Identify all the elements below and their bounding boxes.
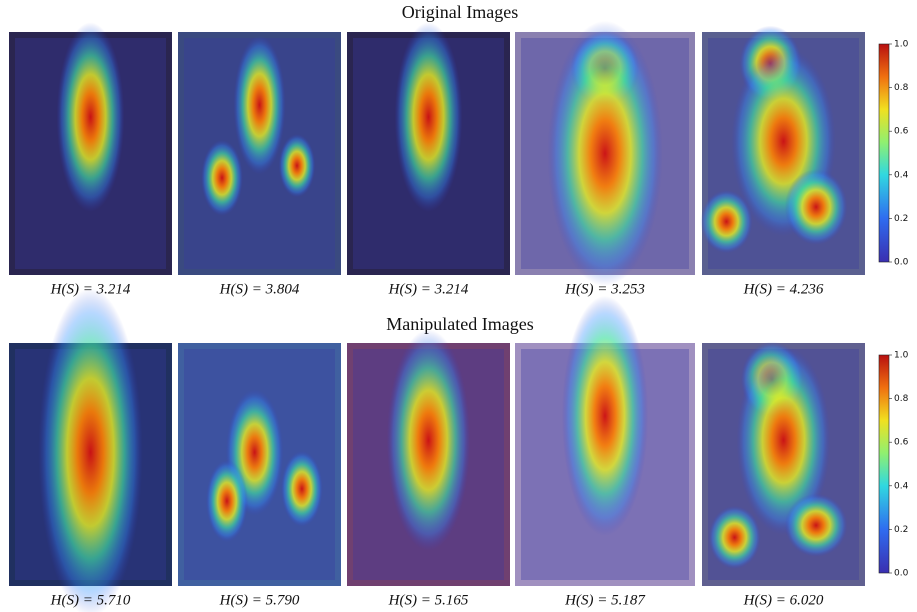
heatmap-blob — [561, 295, 649, 536]
colorbar-tick-label: 0.4 — [894, 481, 909, 491]
heatmap-blob — [206, 459, 248, 543]
colorbar-tick-label: 0.0 — [894, 258, 909, 268]
heatmap-blob — [201, 139, 243, 216]
heatmap-blob — [708, 505, 761, 569]
entropy-caption: H(S) = 4.236 — [743, 281, 824, 297]
colorbar-tick-label: 0.2 — [894, 525, 908, 535]
entropy-caption: H(S) = 3.253 — [564, 281, 645, 297]
entropy-caption: H(S) = 5.187 — [564, 592, 646, 608]
colorbar-tick-label: 0.0 — [894, 569, 909, 579]
entropy-caption: H(S) = 3.804 — [219, 281, 300, 297]
section-title: Manipulated Images — [386, 314, 533, 334]
entropy-caption: H(S) = 5.710 — [50, 592, 131, 608]
heatmap-blob — [56, 22, 125, 212]
colorbar — [878, 43, 890, 263]
heatmap-blob — [784, 493, 848, 557]
colorbar-tick-label: 0.6 — [894, 127, 909, 137]
heatmap-blob — [278, 134, 316, 198]
heatmap-blob — [547, 20, 663, 287]
colorbar-tick-label: 1.0 — [894, 351, 909, 361]
heatmap-blob — [394, 22, 463, 212]
entropy-caption: H(S) = 3.214 — [388, 281, 469, 297]
colorbar-tick-label: 0.8 — [894, 394, 909, 404]
heatmap-blob — [700, 189, 753, 254]
colorbar-tick-label: 0.8 — [894, 83, 909, 93]
heatmap-blob — [386, 329, 471, 551]
heatmap-blob — [38, 288, 143, 612]
colorbar-tick-label: 0.6 — [894, 438, 909, 448]
entropy-caption: H(S) = 6.020 — [743, 592, 824, 608]
colorbar-tick-label: 0.4 — [894, 170, 909, 180]
heatmap-blob — [233, 35, 286, 175]
heatmap-blob — [736, 345, 831, 535]
colorbar — [878, 354, 890, 574]
colorbar-tick-label: 0.2 — [894, 214, 908, 224]
colorbar-tick-label: 1.0 — [894, 40, 909, 50]
section-title: Original Images — [402, 2, 518, 22]
entropy-caption: H(S) = 5.790 — [219, 592, 300, 608]
entropy-caption: H(S) = 5.165 — [388, 592, 469, 608]
heatmap-blob — [281, 450, 323, 527]
heatmap-blob — [784, 169, 848, 245]
